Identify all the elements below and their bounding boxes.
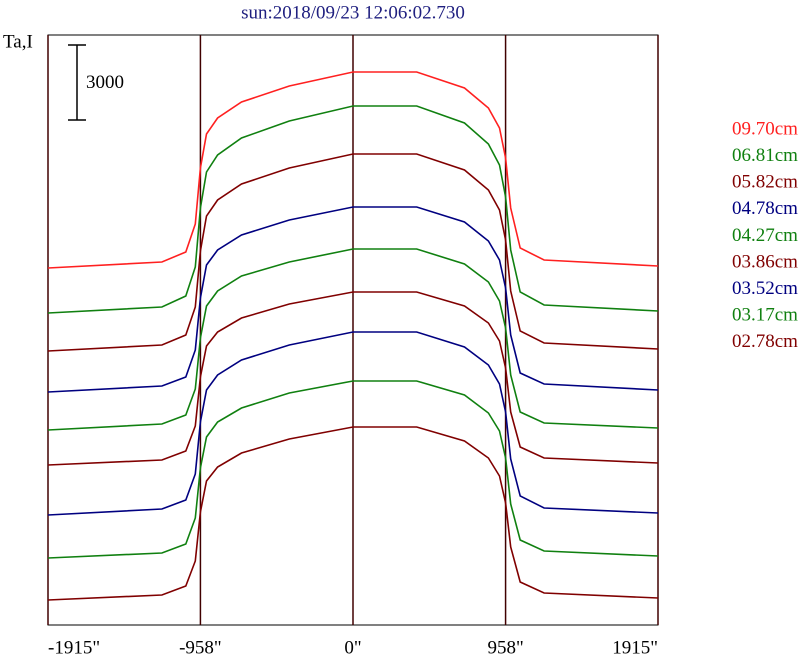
chart-title: sun:2018/09/23 12:06:02.730 xyxy=(241,2,465,23)
data-line xyxy=(47,331,659,516)
legend-entry: 02.78cm xyxy=(732,331,798,352)
data-line xyxy=(47,380,659,559)
legend-entry: 04.27cm xyxy=(732,225,798,246)
data-line xyxy=(47,71,659,269)
data-line xyxy=(47,426,659,601)
legend-entry: 05.82cm xyxy=(732,172,798,193)
data-line xyxy=(47,206,659,393)
data-line xyxy=(47,105,659,314)
y-axis-label: Ta,I xyxy=(3,31,33,52)
data-line xyxy=(47,291,659,466)
legend-entry: 03.86cm xyxy=(732,251,798,272)
data-line xyxy=(47,248,659,431)
x-tick-label: 1915" xyxy=(612,637,658,658)
x-tick-label: 958" xyxy=(487,637,523,658)
legend-entry: 03.52cm xyxy=(732,278,798,299)
x-tick-label: -958" xyxy=(179,637,222,658)
legend-entry: 09.70cm xyxy=(732,118,798,139)
x-tick-label: 0" xyxy=(344,637,361,658)
legend-entry: 03.17cm xyxy=(732,305,798,326)
x-tick-label: -1915" xyxy=(48,637,100,658)
legend-entry: 04.78cm xyxy=(732,198,798,219)
legend-entry: 06.81cm xyxy=(732,145,798,166)
data-line xyxy=(47,153,659,352)
scale-bar-label: 3000 xyxy=(86,72,124,93)
